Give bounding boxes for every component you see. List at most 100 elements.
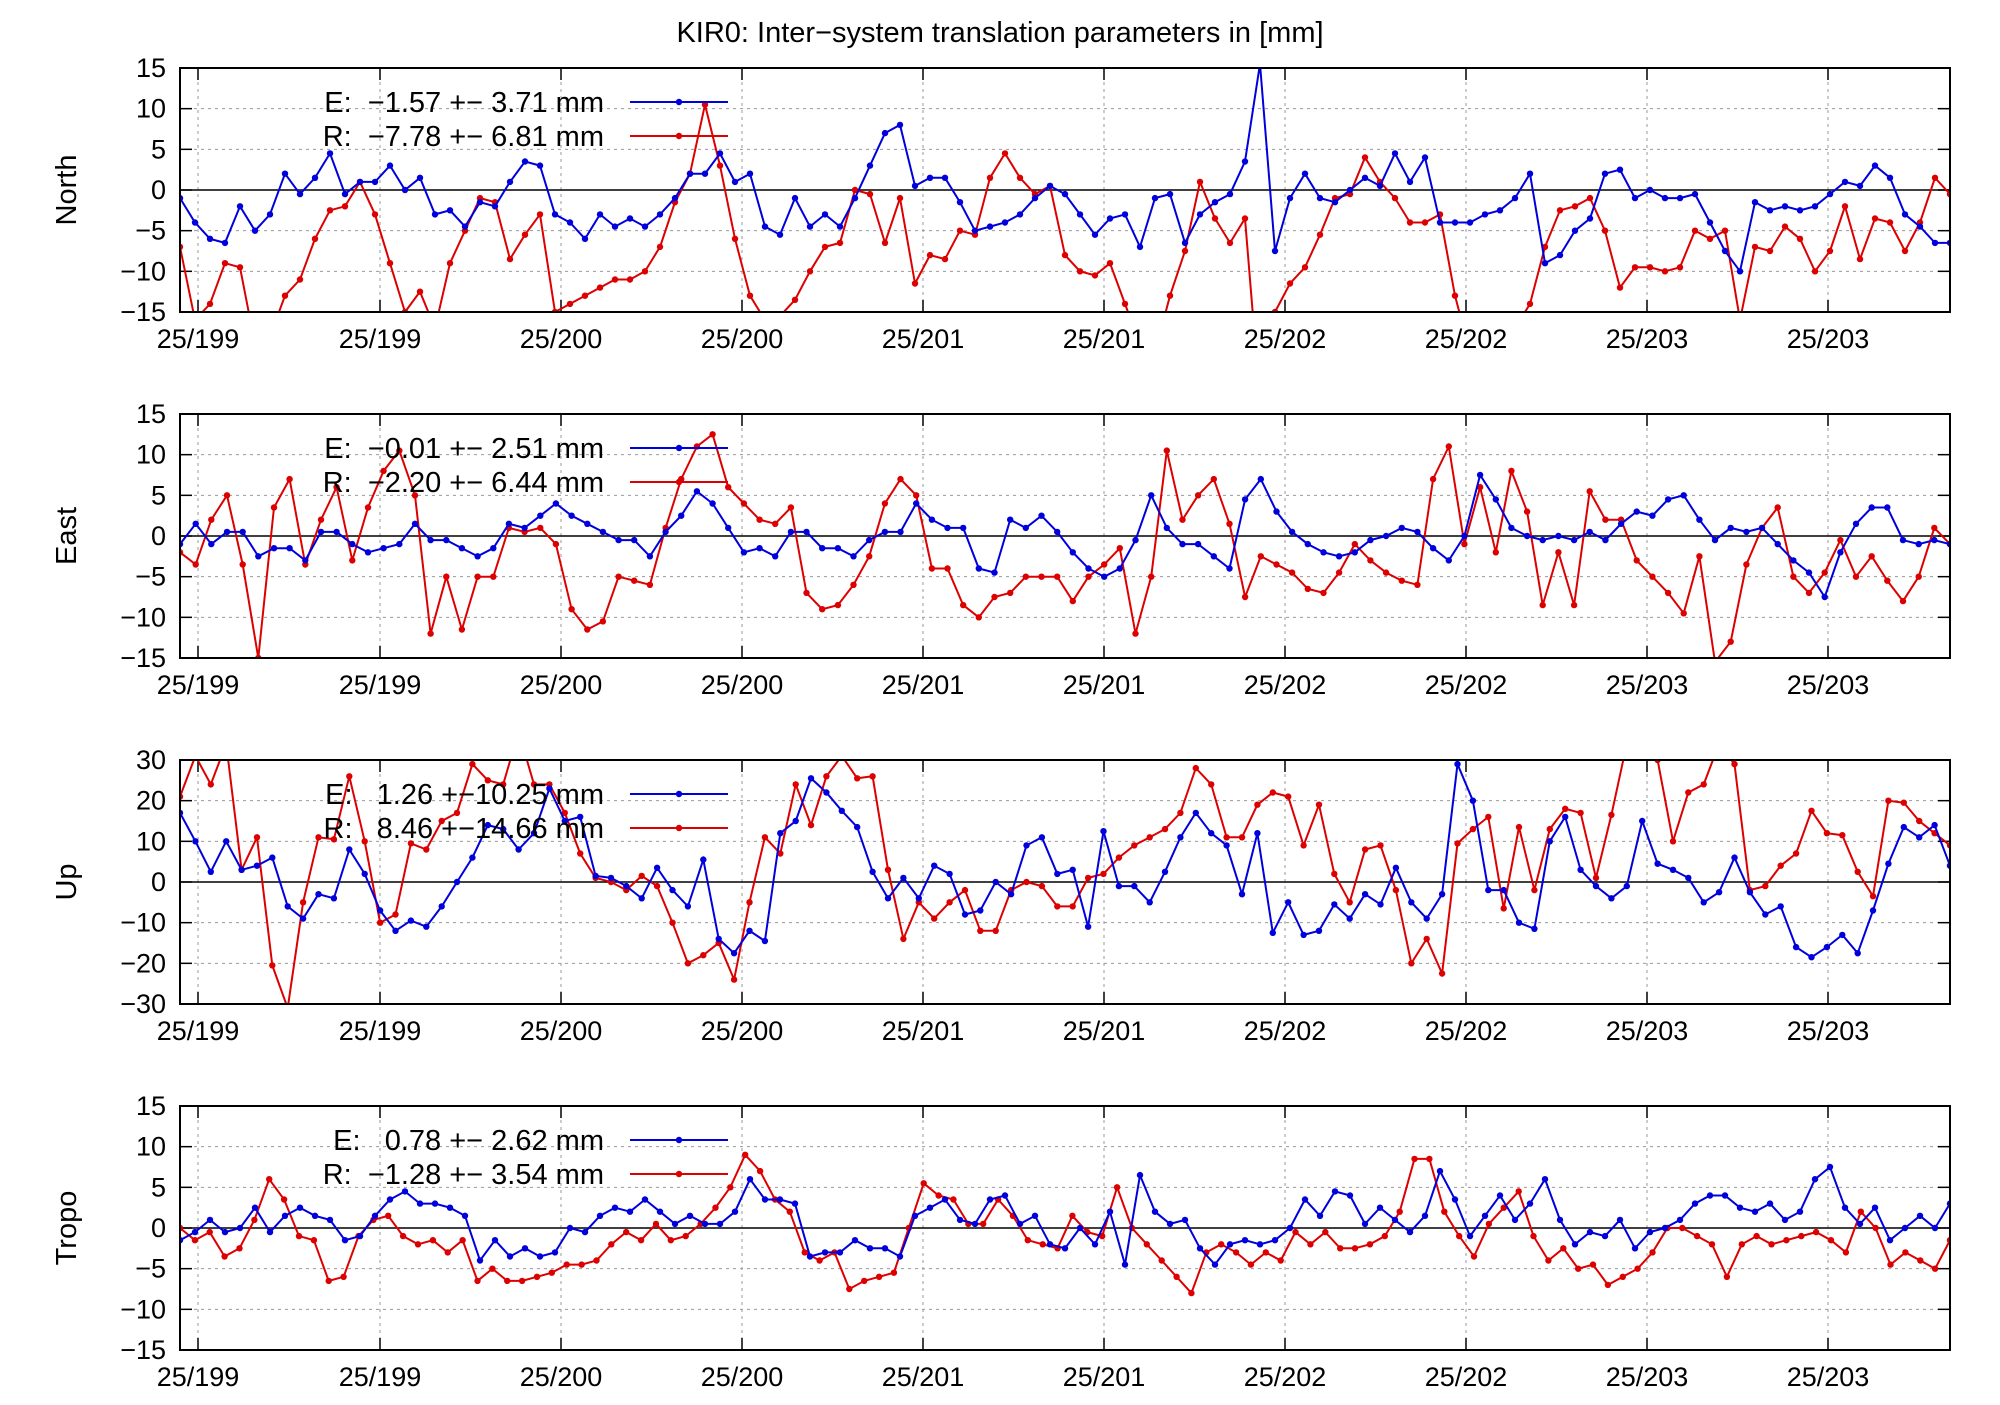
data-point-R <box>1649 573 1656 580</box>
data-point-R <box>207 781 214 788</box>
data-point-R <box>1262 1249 1270 1256</box>
data-point-R <box>1022 573 1029 580</box>
data-point-R <box>1148 573 1155 580</box>
data-point-R <box>991 593 998 601</box>
data-point-E <box>1639 817 1646 825</box>
data-point-E <box>1685 874 1692 882</box>
data-point-R <box>1526 300 1534 308</box>
data-point-E <box>791 1200 799 1207</box>
legend-marker-R <box>675 132 683 140</box>
data-point-R <box>727 1184 734 1191</box>
data-point-R <box>416 288 424 295</box>
data-point-E <box>1899 536 1907 544</box>
y-tick-label: −15 <box>120 1335 166 1365</box>
data-point-R <box>1508 467 1515 475</box>
data-point-E <box>581 1228 589 1236</box>
data-point-R <box>1054 903 1061 910</box>
data-point-E <box>341 1237 349 1244</box>
data-point-E <box>928 516 936 523</box>
data-point-E <box>1571 1241 1579 1248</box>
data-point-R <box>1485 813 1492 821</box>
data-point-R <box>1441 1208 1448 1215</box>
data-point-E <box>446 1204 454 1211</box>
y-tick-label: 30 <box>136 745 166 775</box>
data-point-E <box>1136 243 1144 251</box>
x-tick-label: 25/203 <box>1787 1362 1870 1392</box>
data-point-E <box>1301 1196 1309 1203</box>
data-point-R <box>326 207 334 214</box>
data-point-R <box>1708 1241 1716 1248</box>
data-point-R <box>1292 1228 1299 1236</box>
data-point-R <box>1872 1224 1879 1232</box>
data-point-R <box>1163 447 1171 454</box>
data-point-R <box>1143 1241 1151 1248</box>
data-point-E <box>746 927 753 934</box>
data-point-E <box>1790 557 1797 564</box>
data-point-R <box>1639 732 1645 738</box>
legend-label-E: E: −1.57 +− 3.71 mm <box>324 87 604 119</box>
data-point-R <box>1577 809 1584 817</box>
x-tick-label: 25/200 <box>520 1016 603 1046</box>
data-point-E <box>239 528 246 536</box>
data-point-R <box>1223 834 1230 841</box>
data-point-E <box>1256 1241 1264 1248</box>
data-point-R <box>1482 374 1488 380</box>
data-point-E <box>1466 219 1474 226</box>
data-point-E <box>253 862 261 869</box>
data-point-R <box>1900 799 1908 806</box>
data-point-E <box>356 1232 364 1240</box>
x-tick-label: 25/202 <box>1244 324 1327 354</box>
data-point-E <box>731 178 739 186</box>
data-point-R <box>700 952 707 959</box>
data-point-R <box>823 773 830 780</box>
data-point-R <box>1902 1249 1909 1256</box>
data-point-E <box>693 488 701 495</box>
data-point-R <box>956 227 964 234</box>
y-tick-label: 15 <box>136 53 166 83</box>
data-point-R <box>1054 573 1061 580</box>
x-tick-label: 25/202 <box>1425 1362 1508 1392</box>
data-point-E <box>1871 1204 1879 1211</box>
data-point-R <box>568 606 575 613</box>
data-point-E <box>1539 536 1546 544</box>
data-point-E <box>1500 886 1507 894</box>
data-point-R <box>1337 1245 1344 1252</box>
data-point-E <box>881 129 889 137</box>
data-point-E <box>1046 1241 1054 1248</box>
data-point-E <box>819 545 826 552</box>
x-tick-label: 25/203 <box>1606 1016 1689 1046</box>
data-point-E <box>1146 899 1153 906</box>
y-tick-label: 5 <box>151 480 166 510</box>
data-point-R <box>518 1277 526 1285</box>
legend-label-R: R: −1.28 +− 3.54 mm <box>323 1159 604 1191</box>
data-point-R <box>913 492 920 499</box>
plot-frame <box>179 759 1951 1005</box>
data-point-E <box>946 870 953 878</box>
data-point-E <box>380 545 387 552</box>
y-tick-label: 0 <box>151 175 166 205</box>
data-point-E <box>1091 231 1099 238</box>
data-point-E <box>1151 194 1159 202</box>
data-point-E <box>960 524 967 532</box>
data-point-E <box>740 549 748 556</box>
data-point-E <box>956 1216 964 1224</box>
data-point-E <box>1001 1192 1009 1199</box>
x-tick-label: 25/203 <box>1606 670 1689 700</box>
data-point-E <box>438 903 445 910</box>
legend-label-R: R: 8.46 +−14.66 mm <box>324 813 604 845</box>
data-point-R <box>1743 561 1750 568</box>
data-point-E <box>1091 1241 1099 1248</box>
data-point-R <box>1177 809 1184 817</box>
data-point-E <box>1570 536 1578 544</box>
data-point-R <box>515 728 521 734</box>
data-point-E <box>1382 532 1390 540</box>
data-point-R <box>236 264 244 271</box>
data-point-E <box>1669 866 1677 873</box>
data-point-R <box>1254 801 1261 808</box>
data-point-E <box>296 190 304 198</box>
data-point-E <box>536 162 544 169</box>
data-point-E <box>1016 1220 1024 1228</box>
data-point-E <box>546 785 553 792</box>
data-point-E <box>1915 540 1922 548</box>
